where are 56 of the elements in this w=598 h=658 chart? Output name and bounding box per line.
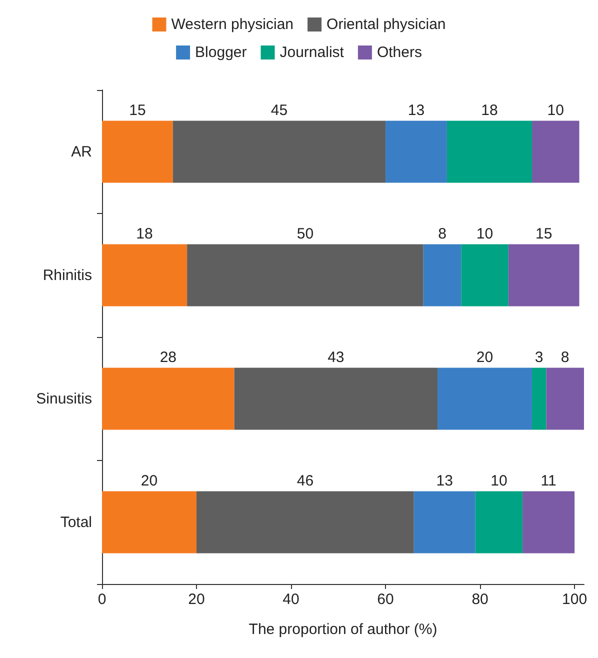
data-label: 3 [534, 348, 544, 366]
bar [234, 368, 438, 430]
bar [546, 368, 584, 430]
data-label: 11 [540, 472, 556, 490]
bar [172, 120, 386, 183]
legend-label: Blogger [195, 44, 247, 61]
data-label: 18 [136, 225, 153, 242]
data-label: 10 [490, 472, 508, 490]
bar [508, 244, 580, 306]
data-label: 28 [160, 348, 176, 366]
data-label: 50 [296, 225, 314, 242]
bar [475, 491, 523, 554]
bar [102, 120, 173, 183]
bar [423, 244, 462, 306]
bar [438, 368, 532, 430]
data-label: 15 [129, 102, 146, 119]
data-label: 15 [535, 225, 552, 242]
x-tick-label: 20 [188, 591, 205, 608]
bar [102, 244, 188, 306]
data-label: 20 [476, 348, 494, 366]
legend-label: Western physician [171, 16, 294, 33]
legend-label: Oriental physician [326, 16, 446, 33]
data-label: 43 [328, 348, 344, 366]
bar [522, 491, 575, 554]
data-label: 10 [547, 102, 564, 119]
data-label: 18 [481, 102, 498, 119]
bar [196, 491, 414, 554]
bar [102, 491, 197, 554]
y-tick-label: Rhinitis [42, 266, 92, 284]
y-tick-label: Sinusitis [36, 390, 92, 408]
bar [386, 120, 447, 183]
data-label: 20 [140, 472, 158, 490]
x-tick-label: 80 [472, 591, 488, 608]
x-tick-label: 100 [562, 591, 588, 608]
data-label: 45 [270, 102, 288, 119]
bar [187, 244, 424, 306]
data-label: 13 [408, 102, 425, 119]
x-tick-label: 0 [98, 591, 106, 608]
bar [446, 120, 532, 183]
y-tick-label: AR [71, 143, 92, 160]
data-label: 13 [436, 472, 453, 490]
legend-label: Journalist [280, 44, 345, 61]
x-tick-label: 60 [377, 591, 394, 608]
data-label: 8 [438, 225, 446, 242]
bar [532, 120, 580, 183]
bar [461, 244, 508, 306]
bar [414, 491, 476, 554]
legend-label: Others [376, 44, 422, 61]
data-label: 46 [296, 472, 314, 490]
bar [102, 368, 234, 430]
data-label: 10 [476, 225, 494, 242]
bar [532, 368, 546, 430]
x-tick-label: 40 [282, 591, 300, 608]
y-tick-label: Total [60, 514, 92, 531]
x-axis-title: The proportion of author (%) [248, 621, 438, 638]
data-label: 8 [560, 348, 570, 366]
